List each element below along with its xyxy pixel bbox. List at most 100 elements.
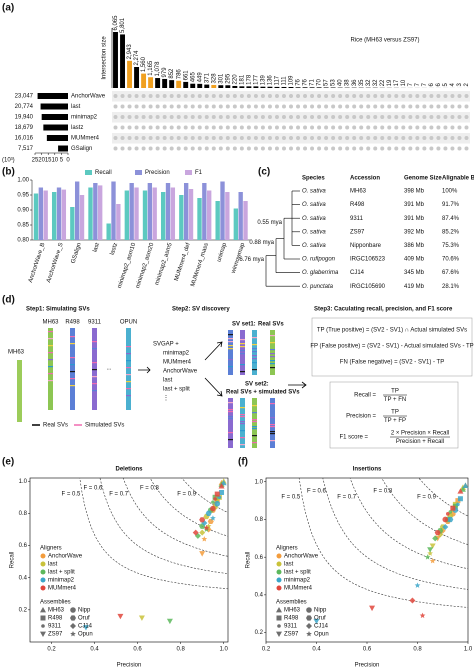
matrix-dot — [338, 94, 343, 98]
matrix-dot — [366, 94, 371, 98]
matrix-dot — [141, 104, 146, 109]
matrix-dot — [239, 136, 244, 140]
bar — [51, 192, 57, 240]
matrix-dot — [289, 115, 293, 119]
matrix-dot — [394, 136, 399, 140]
table-cell: 67.6% — [442, 270, 460, 276]
species-cell: O. punctata — [302, 284, 334, 290]
matrix-dot — [267, 94, 272, 98]
matrix-dot — [401, 125, 406, 130]
tool-name: last + split — [163, 387, 190, 393]
matrix-dot — [352, 146, 357, 151]
bar-value-label: 35 — [359, 79, 365, 86]
table-cell: 91.7% — [442, 202, 460, 208]
matrix-dot — [331, 94, 336, 98]
f-score-curve — [298, 478, 468, 608]
intersection-bar — [323, 87, 329, 88]
point — [457, 488, 464, 494]
definition: TP (True positive) = (SV2 - SV1) ∩ Actua… — [317, 328, 467, 334]
bar-value-label: 4 — [450, 82, 456, 86]
set-name: minimap2 — [71, 115, 98, 121]
matrix-dot — [436, 115, 441, 119]
sv-stripe — [270, 349, 275, 351]
y-tick-label: 1.00 — [17, 178, 29, 184]
matrix-dot — [267, 146, 272, 151]
chromosome — [270, 330, 275, 375]
y-tick-label: 0.4 — [255, 592, 264, 598]
table-cell: 419 Mb — [404, 284, 425, 290]
set-size-label: 20,774 — [15, 104, 34, 110]
matrix-dot — [387, 146, 392, 151]
legend-title: Aligners — [276, 546, 298, 552]
sv-stripe — [92, 390, 97, 392]
table-cell: ZS97 — [350, 229, 365, 235]
formula-den: TP + FP — [384, 418, 406, 424]
sv-stripe — [92, 369, 97, 371]
matrix-dot — [246, 115, 251, 119]
matrix-dot — [155, 136, 160, 140]
matrix-dot — [134, 136, 139, 140]
matrix-dot — [352, 94, 357, 98]
sv-stripe — [126, 381, 131, 383]
x-tick-label: 0.4 — [90, 647, 99, 653]
legend-swatch — [185, 170, 192, 175]
sv-stripe — [126, 367, 131, 369]
matrix-dot — [352, 104, 357, 109]
matrix-dot — [289, 136, 293, 140]
point — [409, 597, 416, 604]
matrix-dot — [120, 146, 125, 151]
matrix-dot — [134, 115, 139, 119]
matrix-dot — [296, 94, 301, 98]
matrix-dot — [324, 94, 329, 98]
legend-marker — [40, 615, 46, 621]
matrix-dot — [190, 104, 195, 109]
point — [199, 517, 206, 523]
set-size-bar — [58, 145, 68, 152]
matrix-dot — [352, 115, 357, 119]
bar-value-label: 71 — [310, 79, 316, 86]
sv-stripe — [270, 417, 275, 419]
bar — [202, 183, 207, 240]
matrix-dot — [127, 94, 132, 98]
bar-value-label: 10 — [401, 79, 407, 86]
x-tick-label: 0.8 — [413, 647, 422, 653]
sv-stripe — [228, 334, 233, 336]
set-name: AnchorWave — [71, 94, 106, 100]
matrix-dot — [415, 115, 420, 119]
sv-stripe — [228, 359, 233, 361]
table-cell: IRGC106523 — [350, 257, 386, 263]
sv-stripe — [126, 353, 131, 355]
sv-stripe — [70, 371, 75, 373]
matrix-dot — [211, 104, 216, 109]
matrix-dot — [373, 146, 378, 151]
legend-swatch — [85, 170, 92, 175]
matrix-dot — [204, 146, 209, 151]
bar — [243, 201, 248, 240]
point — [424, 554, 431, 560]
sv-stripe — [48, 359, 53, 361]
y-tick-label: 0.2 — [255, 630, 264, 636]
matrix-dot — [134, 94, 139, 98]
sv-stripe — [228, 366, 233, 368]
matrix-dot — [464, 146, 469, 151]
matrix-dot — [267, 136, 272, 140]
matrix-dot — [373, 115, 378, 119]
sv-stripe — [228, 341, 233, 343]
sv-stripe — [240, 414, 245, 416]
matrix-dot — [394, 94, 399, 98]
sv-stripe — [252, 435, 257, 437]
legend-label: AnchorWave — [284, 554, 319, 560]
table-cell: 345 Mb — [404, 270, 425, 276]
legend-marker — [276, 631, 282, 637]
legend-marker — [276, 607, 282, 613]
bar-value-label: 371 — [204, 72, 210, 83]
matrix-dot — [281, 94, 286, 98]
matrix-dot — [373, 94, 378, 98]
matrix-dot — [211, 125, 216, 130]
f-score-label: F = 0.8 — [140, 486, 160, 492]
bar-value-label: 6,065 — [113, 15, 119, 31]
matrix-dot — [274, 125, 279, 130]
matrix-dot — [408, 115, 413, 119]
divergence-label: 0.55 mya — [257, 220, 282, 226]
matrix-dot — [190, 94, 195, 98]
